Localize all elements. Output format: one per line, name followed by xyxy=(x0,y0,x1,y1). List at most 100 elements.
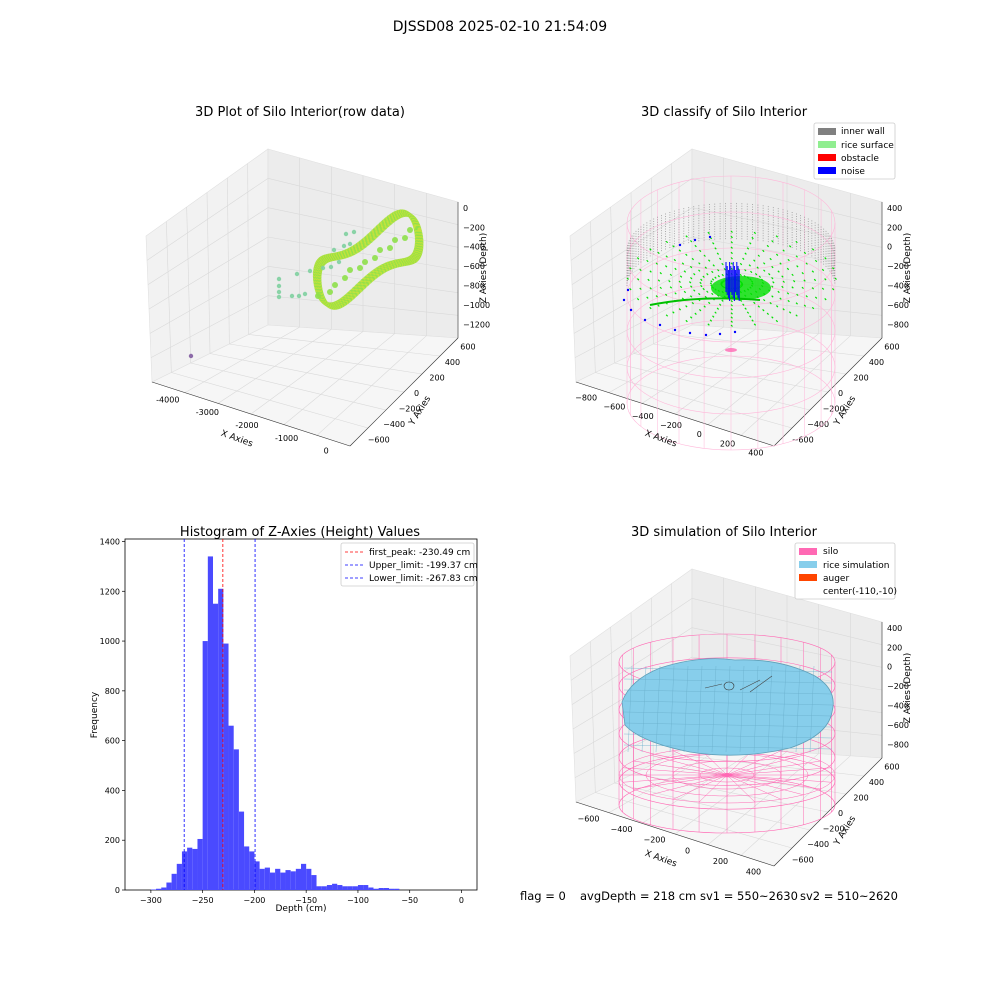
silo-center xyxy=(725,348,737,352)
z-tick-label: 400 xyxy=(887,204,902,213)
rice-surface-point xyxy=(700,278,703,281)
rice-surface-point xyxy=(748,264,751,267)
x-tick-label: −400 xyxy=(611,825,633,834)
rice-surface-point xyxy=(730,241,733,244)
grid-line xyxy=(267,295,459,316)
point xyxy=(341,243,347,249)
rice-surface-point xyxy=(714,247,717,250)
center-marker xyxy=(723,681,735,691)
rice-surface-point xyxy=(679,285,683,289)
rice-mesh-line xyxy=(623,678,833,684)
rice-surface-point xyxy=(762,298,766,302)
rice-surface-point xyxy=(646,296,649,299)
histogram-ticks: −300 −250 −200 −150 −100 −50 0 0 200 400 600 800 100… xyxy=(100,537,464,905)
point xyxy=(351,229,357,235)
rice-surface-point xyxy=(811,270,815,273)
legend-label-rice-surface: rice surface xyxy=(841,141,894,151)
y-tick-label: 0 xyxy=(414,389,419,398)
legend-label-obstacle: obstacle xyxy=(841,154,879,164)
y-tick-label: −400 xyxy=(807,840,829,849)
noise-point xyxy=(626,288,630,292)
point xyxy=(276,283,282,289)
depth-histogram: Histogram of Z-Axies (Height) Values −30… xyxy=(90,525,478,914)
legend-label-rice-simulation: rice simulation xyxy=(823,561,889,571)
silo-floor-ring xyxy=(699,767,755,783)
y-tick-label: 0 xyxy=(838,389,843,398)
y-tick-label: −400 xyxy=(807,420,829,429)
rice-surface-point xyxy=(795,302,798,305)
rice-surface-point xyxy=(649,306,652,310)
simulation-plot-zlabel: Z Axies (Depth) xyxy=(903,653,913,724)
rice-surface-point xyxy=(704,295,707,299)
rice-mesh-line xyxy=(627,665,633,753)
rice-surface-point xyxy=(788,311,792,314)
grid-line xyxy=(150,295,269,358)
histogram-bar xyxy=(373,888,379,890)
simulation-legend: silo rice simulation auger center(-110,-… xyxy=(794,542,897,600)
footer-avg-depth: avgDepth = 218 cm xyxy=(580,889,696,903)
point xyxy=(392,237,398,243)
rice-surface-point xyxy=(803,304,807,307)
rice-surface-point xyxy=(739,299,743,302)
rice-surface-point xyxy=(689,265,693,269)
x-tick-label: −250 xyxy=(192,896,214,905)
rice-surface-point xyxy=(657,251,660,255)
noise-point xyxy=(658,323,662,327)
histogram-bar xyxy=(269,872,276,890)
rice-surface-point xyxy=(689,295,693,298)
x-tick-label: 0 xyxy=(459,896,464,905)
rice-surface-point xyxy=(636,297,640,301)
point xyxy=(289,293,295,299)
rice-surface-point xyxy=(779,297,782,300)
z-tick-label: −800 xyxy=(887,740,909,749)
x-tick-label: 0 xyxy=(697,430,702,439)
point xyxy=(276,294,282,300)
rice-surface-point xyxy=(730,262,733,265)
z-tick-label: 200 xyxy=(887,643,902,652)
grid-line xyxy=(248,334,441,357)
rice-mesh-line xyxy=(623,722,833,728)
histogram-bar xyxy=(197,838,203,890)
rice-surface-point xyxy=(730,257,733,260)
point xyxy=(347,267,353,273)
histogram-bar xyxy=(347,886,353,890)
histogram-bar xyxy=(357,885,364,890)
rice-surface-point xyxy=(710,280,713,283)
footer-status: flag = 0 avgDepth = 218 cm sv1 = 550~263… xyxy=(520,889,898,903)
noise-point xyxy=(688,331,692,335)
rice-surface-point xyxy=(821,268,825,272)
rice-surface-point xyxy=(749,315,752,318)
histogram-bar xyxy=(378,888,384,890)
rice-surface-point xyxy=(711,292,714,296)
histogram-bar xyxy=(295,868,301,890)
rice-surface-point xyxy=(775,305,779,308)
rice-surface-point xyxy=(691,302,695,305)
y-tick-label: 0 xyxy=(838,809,843,818)
noise-point xyxy=(704,333,708,337)
simulation-plot-surfaces xyxy=(618,633,836,834)
legend-label-auger: auger xyxy=(823,574,849,584)
histogram-bar xyxy=(166,882,172,890)
rice-surface-point xyxy=(719,303,722,306)
point xyxy=(362,259,368,265)
z-tick-label: −800 xyxy=(463,282,485,291)
rice-surface-point xyxy=(649,248,652,251)
rice-surface-point xyxy=(629,267,632,270)
rice-surface-point xyxy=(693,273,696,276)
z-tick-label: 0 xyxy=(887,243,892,252)
y-tick-label: 600 xyxy=(884,343,899,352)
rice-surface-point xyxy=(762,262,766,265)
rice-surface-point xyxy=(753,301,756,305)
rice-surface-point xyxy=(665,314,669,317)
rice-surface-point xyxy=(814,296,818,299)
histogram-legend: first_peak: -230.49 cm Upper_limit: -199… xyxy=(340,542,478,587)
z-tick-label: −400 xyxy=(887,282,909,291)
y-tick-label: 1000 xyxy=(100,637,120,646)
point xyxy=(342,275,348,281)
rice-surface-point xyxy=(716,307,720,310)
histogram-reference-lines xyxy=(183,539,256,890)
rice-mesh-line xyxy=(767,665,773,753)
rice-surface-point xyxy=(811,306,815,310)
x-tick-label: -3000 xyxy=(196,408,219,417)
